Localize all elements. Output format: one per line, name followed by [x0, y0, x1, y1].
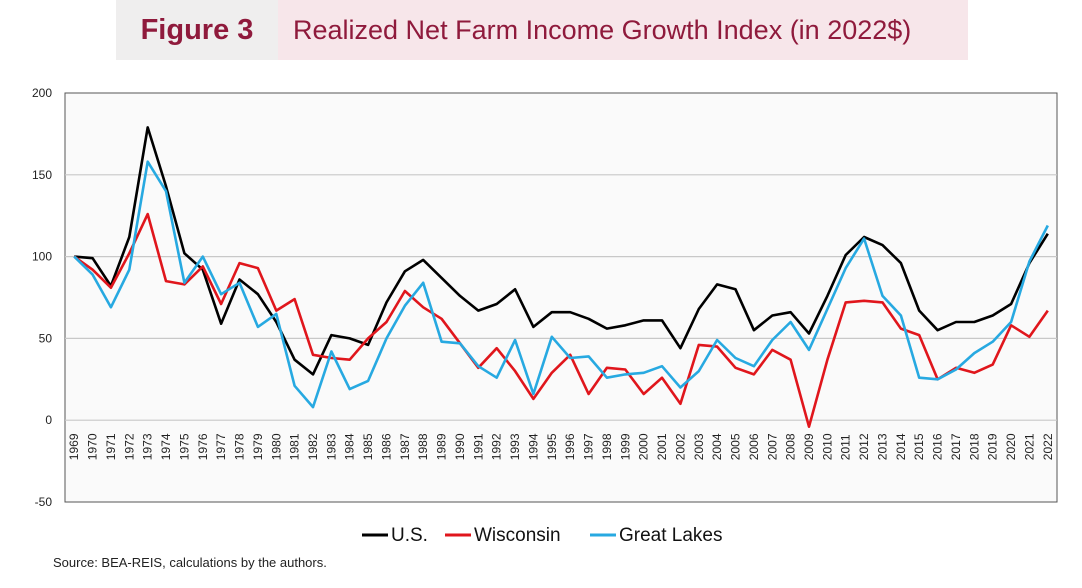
- x-tick-label: 1985: [361, 433, 375, 460]
- legend-label: Wisconsin: [474, 525, 561, 546]
- x-tick-label: 1972: [122, 433, 136, 460]
- figure-label: Figure 3: [116, 0, 278, 60]
- x-tick-label: 1975: [177, 433, 191, 460]
- figure-banner: Figure 3 Realized Net Farm Income Growth…: [116, 0, 968, 60]
- y-tick-label: 100: [32, 250, 52, 264]
- legend-label: Great Lakes: [619, 525, 723, 546]
- y-tick-label: 0: [45, 413, 52, 427]
- source-note: Source: BEA-REIS, calculations by the au…: [53, 555, 327, 570]
- x-tick-label: 2002: [673, 433, 687, 460]
- x-tick-label: 2010: [820, 433, 834, 460]
- x-tick-label: 2007: [765, 433, 779, 460]
- x-tick-label: 2013: [875, 433, 889, 460]
- x-tick-label: 1990: [453, 433, 467, 460]
- x-tick-label: 2014: [894, 433, 908, 460]
- x-tick-label: 2020: [1004, 433, 1018, 460]
- x-tick-label: 2001: [655, 433, 669, 460]
- x-tick-label: 1987: [398, 433, 412, 460]
- x-tick-label: 2004: [710, 433, 724, 460]
- x-tick-label: 1991: [471, 433, 485, 460]
- y-tick-label: 50: [39, 331, 53, 345]
- x-tick-label: 1998: [600, 433, 614, 460]
- x-tick-label: 2017: [949, 433, 963, 460]
- x-tick-label: 1993: [508, 433, 522, 460]
- x-tick-label: 2005: [729, 433, 743, 460]
- y-tick-label: -50: [35, 495, 53, 509]
- x-tick-label: 2006: [747, 433, 761, 460]
- x-tick-label: 1973: [141, 433, 155, 460]
- x-tick-label: 2003: [692, 433, 706, 460]
- chart-title: Realized Net Farm Income Growth Index (i…: [278, 0, 968, 60]
- x-tick-label: 1970: [86, 433, 100, 460]
- x-tick-label: 1988: [416, 433, 430, 460]
- x-tick-label: 2022: [1041, 433, 1055, 460]
- x-tick-label: 1996: [563, 433, 577, 460]
- x-tick-label: 1976: [196, 433, 210, 460]
- series-line-great-lakes: [73, 160, 1049, 409]
- x-tick-label: 1984: [343, 433, 357, 460]
- x-tick-label: 2008: [784, 433, 798, 460]
- x-tick-label: 1971: [104, 433, 118, 460]
- legend-label: U.S.: [391, 525, 428, 546]
- x-tick-label: 1974: [159, 433, 173, 460]
- x-tick-label: 2009: [802, 433, 816, 460]
- x-tick-label: 1999: [618, 433, 632, 460]
- x-tick-label: 2018: [967, 433, 981, 460]
- x-tick-label: 1992: [490, 433, 504, 460]
- x-tick-label: 1995: [545, 433, 559, 460]
- x-tick-label: 1986: [379, 433, 393, 460]
- x-tick-label: 1983: [324, 433, 338, 460]
- x-tick-label: 2019: [986, 433, 1000, 460]
- plot-area: [64, 92, 1058, 503]
- x-tick-label: 1994: [526, 433, 540, 460]
- x-tick-label: 1979: [251, 433, 265, 460]
- series-line-wisconsin: [73, 212, 1049, 429]
- y-tick-label: 150: [32, 168, 52, 182]
- x-tick-label: 1980: [269, 433, 283, 460]
- x-tick-label: 1977: [214, 433, 228, 460]
- x-tick-label: 2000: [637, 433, 651, 460]
- x-tick-label: 1989: [435, 433, 449, 460]
- series-line-u-s-: [74, 126, 1049, 376]
- x-tick-label: 1981: [288, 433, 302, 460]
- x-tick-label: 2016: [931, 433, 945, 460]
- x-tick-label: 1978: [233, 433, 247, 460]
- x-tick-label: 1982: [306, 433, 320, 460]
- x-tick-label: 2012: [857, 433, 871, 460]
- x-tick-label: 1969: [67, 433, 81, 460]
- y-tick-label: 200: [32, 86, 52, 100]
- x-tick-label: 2015: [912, 433, 926, 460]
- x-tick-label: 2011: [839, 434, 853, 460]
- x-tick-label: 1997: [582, 433, 596, 460]
- x-tick-label: 2021: [1022, 433, 1036, 460]
